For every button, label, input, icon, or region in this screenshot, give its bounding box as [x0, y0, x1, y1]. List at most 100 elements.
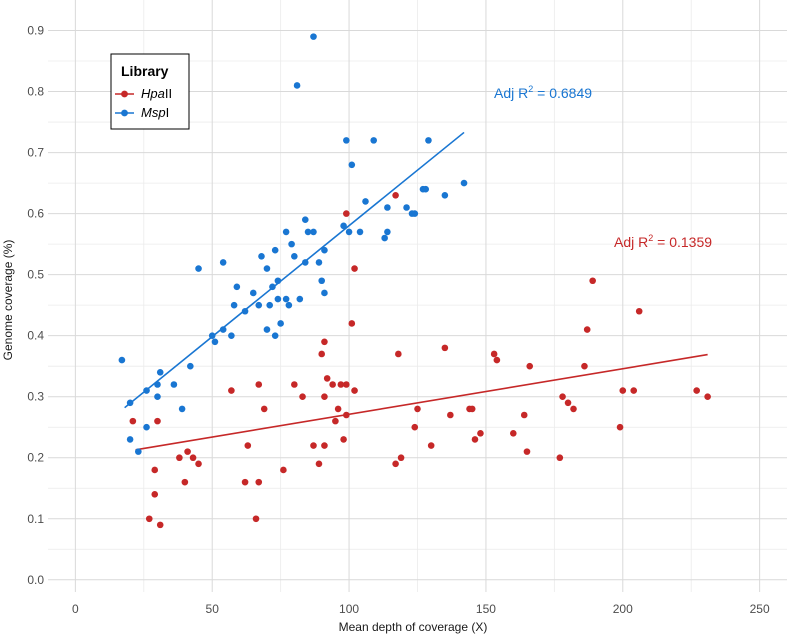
data-point-hpaii [441, 344, 449, 352]
data-point-mspi [118, 356, 126, 364]
data-point-mspi [304, 228, 312, 236]
data-point-mspi [293, 82, 301, 89]
data-point-hpaii [616, 423, 624, 431]
data-point-hpaii [395, 350, 402, 358]
data-point-hpaii [151, 491, 159, 498]
legend-hpaii-marker [121, 90, 128, 98]
data-point-hpaii [392, 460, 399, 468]
y-tick-label: 0.2 [27, 451, 44, 465]
data-point-mspi [411, 210, 419, 217]
trend-line-hpaii [135, 353, 708, 451]
data-point-mspi [285, 301, 293, 309]
legend-mspi-roman: I [166, 105, 170, 120]
msp-r2-superscript: 2 [528, 84, 533, 94]
data-point-mspi [345, 228, 353, 236]
hpa-r2-value: = 0.1359 [653, 234, 712, 250]
data-point-hpaii [471, 436, 479, 443]
data-point-hpaii [397, 454, 405, 462]
legend-entry-mspi: MspI [115, 105, 169, 120]
data-point-mspi [348, 161, 356, 169]
x-tick-label: 50 [206, 602, 220, 616]
data-point-hpaii [570, 405, 577, 413]
data-point-mspi [384, 228, 391, 236]
data-point-hpaii [477, 430, 484, 437]
x-tick-label: 150 [476, 602, 496, 616]
data-point-mspi [135, 448, 142, 455]
data-point-hpaii [520, 411, 528, 419]
data-point-mspi [195, 265, 202, 272]
data-point-hpaii [291, 381, 298, 388]
data-point-mspi [310, 33, 317, 40]
data-point-mspi [219, 259, 227, 266]
data-point-hpaii [583, 326, 591, 333]
data-point-hpaii [151, 466, 159, 474]
msp-r2-prefix: Adj R [494, 85, 528, 101]
data-point-mspi [170, 381, 178, 388]
data-point-hpaii [315, 460, 323, 468]
x-tick-label: 100 [339, 602, 359, 616]
data-point-mspi [356, 228, 364, 236]
data-point-mspi [403, 204, 410, 211]
data-point-hpaii [255, 478, 263, 486]
data-point-hpaii [526, 362, 534, 370]
data-point-hpaii [493, 356, 501, 364]
data-point-hpaii [299, 393, 306, 401]
data-point-mspi [178, 405, 186, 413]
data-point-mspi [315, 259, 323, 266]
data-point-mspi [255, 301, 263, 309]
data-point-hpaii [523, 448, 531, 455]
msp-r2-annotation: Adj R2 = 0.6849 [494, 84, 592, 101]
data-point-hpaii [556, 454, 564, 462]
data-point-hpaii [176, 454, 183, 462]
legend: Library HpaII MspI [110, 53, 190, 130]
x-tick-label: 200 [613, 602, 633, 616]
data-point-mspi [288, 240, 295, 248]
data-point-mspi [425, 137, 432, 144]
data-point-mspi [233, 283, 241, 291]
data-point-hpaii [509, 430, 517, 437]
data-point-hpaii [329, 381, 336, 388]
data-point-mspi [321, 289, 328, 297]
data-point-mspi [143, 387, 150, 394]
y-tick-label: 0.7 [27, 146, 44, 160]
y-tick-label: 0.1 [27, 512, 44, 526]
data-point-hpaii [630, 387, 638, 394]
data-point-mspi [126, 399, 134, 407]
x-axis-title: Mean depth of coverage (X) [339, 620, 488, 634]
data-point-hpaii [255, 381, 263, 388]
y-tick-label: 0.3 [27, 390, 44, 404]
data-point-mspi [263, 326, 271, 333]
data-point-mspi [258, 253, 265, 260]
data-point-mspi [343, 137, 350, 144]
x-tick-label: 0 [72, 602, 79, 616]
data-point-hpaii [468, 405, 476, 413]
data-point-hpaii [414, 405, 421, 413]
data-point-mspi [301, 216, 309, 224]
data-points [118, 33, 711, 529]
data-point-hpaii [129, 417, 137, 425]
legend-mspi-italic: Msp [141, 105, 166, 120]
data-point-hpaii [241, 478, 249, 486]
legend-hpaii-label: HpaII [141, 86, 172, 101]
data-point-mspi [370, 137, 378, 144]
data-point-hpaii [392, 191, 399, 199]
data-point-hpaii [348, 320, 356, 327]
data-point-mspi [271, 246, 279, 254]
data-point-hpaii [447, 411, 454, 419]
data-point-mspi [219, 326, 227, 333]
minor-gridlines [48, 0, 787, 592]
data-point-hpaii [343, 210, 350, 217]
data-point-mspi [271, 332, 279, 339]
data-point-mspi [460, 179, 468, 187]
data-point-hpaii [280, 466, 287, 474]
data-point-hpaii [310, 442, 317, 449]
data-point-hpaii [332, 417, 339, 425]
trend-lines [124, 131, 708, 451]
data-point-mspi [384, 204, 391, 211]
legend-title: Library [121, 63, 169, 79]
data-point-mspi [441, 191, 449, 199]
data-point-mspi [296, 295, 304, 303]
data-point-hpaii [189, 454, 197, 462]
data-point-mspi [362, 198, 369, 205]
data-point-hpaii [427, 442, 435, 449]
